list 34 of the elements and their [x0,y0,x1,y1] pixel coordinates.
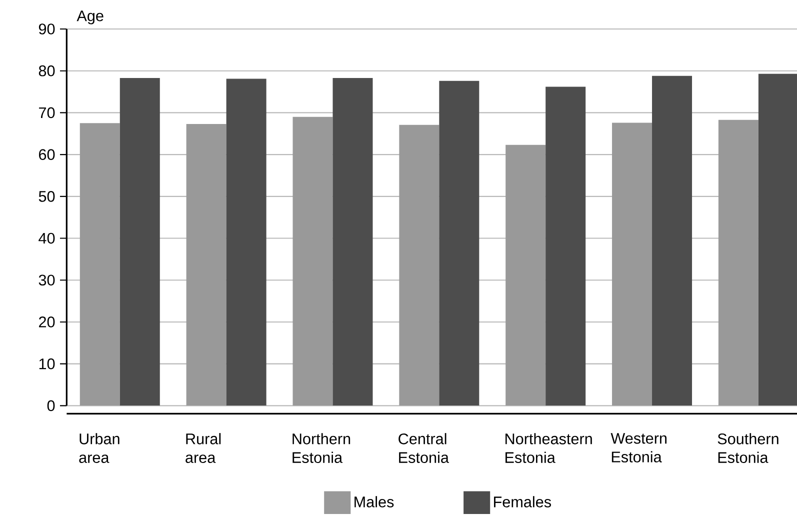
y-tick-label: 40 [38,232,55,244]
bar [186,124,226,406]
x-tick-label: Southern Estonia [718,433,778,463]
x-tick-label: Central Estonia [398,433,449,463]
x-tick-label: Urban area [79,433,120,463]
bar [506,144,546,406]
y-tick-label: 30 [38,274,55,286]
bar [226,78,266,406]
legend-label: Males [354,496,394,508]
bar [546,86,586,406]
bar [292,116,333,406]
y-tick-label: 80 [38,65,55,76]
y-tick-label: 0 [47,400,55,412]
bar [652,76,692,406]
y-tick-label: 10 [39,358,55,370]
x-tick-label: Rural area [186,433,221,463]
bar [120,78,160,406]
y-tick-label: 20 [39,316,55,328]
legend-label: Females [494,496,551,508]
y-tick-label: 50 [38,190,55,202]
y-tick-label: 70 [39,107,55,118]
y-tick-label: 60 [39,149,55,160]
y-tick-label: 90 [38,24,55,34]
bar [758,74,797,406]
bar [80,123,120,406]
bar [439,80,480,406]
x-tick-label: Northern Estonia [292,433,350,463]
bar [718,120,758,406]
bar [399,124,440,406]
bar [612,122,652,406]
x-tick-label: Western Estonia [610,433,666,462]
y-axis-title: Age [76,10,104,24]
x-tick-label: Northeastern Estonia [506,433,592,463]
bar [332,78,373,406]
